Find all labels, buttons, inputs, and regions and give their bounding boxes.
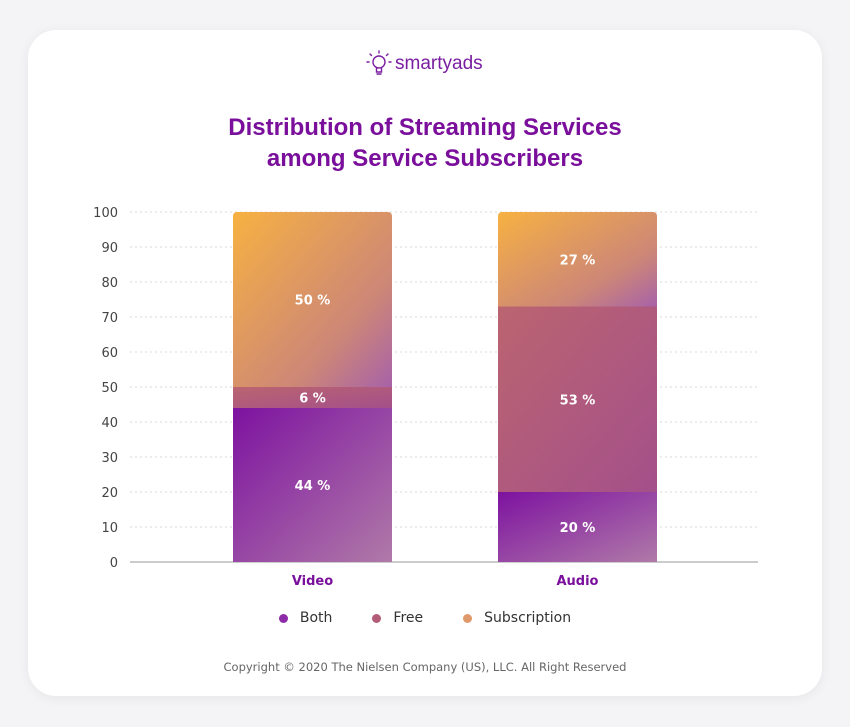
chart-title: Distribution of Streaming Services among… — [0, 112, 850, 174]
y-tick-label: 20 — [101, 486, 118, 501]
legend-item-both: Both — [278, 610, 333, 626]
legend-marker — [372, 613, 382, 623]
chart-card — [28, 30, 822, 696]
data-label: 20 % — [560, 521, 596, 536]
title-line-1: Distribution of Streaming Services — [228, 114, 622, 141]
bar-video-free — [233, 387, 392, 408]
y-tick-label: 90 — [101, 241, 118, 256]
legend-label: Subscription — [484, 610, 572, 626]
data-label: 6 % — [299, 392, 326, 407]
logo-text: smartyads — [395, 53, 483, 74]
legend-marker — [278, 613, 288, 623]
data-label: 44 % — [295, 479, 331, 494]
data-label: 50 % — [295, 294, 331, 309]
title-line-2: among Service Subscribers — [266, 145, 584, 172]
lightbulb-icon — [366, 50, 392, 75]
legend: Both Free Subscription — [0, 610, 850, 626]
legend-marker — [463, 613, 473, 623]
data-label: 27 % — [560, 253, 596, 268]
bar-audio-subscription — [498, 212, 657, 307]
x-tick-label: Video — [292, 574, 333, 589]
y-tick-label: 0 — [110, 556, 118, 571]
bar-video-subscription — [233, 212, 392, 387]
y-tick-label: 70 — [101, 311, 118, 326]
y-tick-label: 40 — [101, 416, 118, 431]
legend-label: Both — [299, 610, 333, 626]
bar-audio-free — [498, 306, 657, 492]
legend-label: Free — [393, 610, 424, 626]
y-tick-label: 60 — [101, 346, 118, 361]
data-label: 53 % — [560, 393, 596, 408]
bar-video-both — [233, 408, 392, 562]
bar-audio-both — [498, 492, 657, 562]
legend-item-free: Free — [372, 610, 423, 626]
y-tick-label: 100 — [93, 206, 118, 221]
y-tick-label: 30 — [101, 451, 118, 466]
legend-item-subscription: Subscription — [463, 610, 571, 626]
y-tick-label: 10 — [101, 521, 118, 536]
x-tick-label: Audio — [556, 574, 598, 589]
y-tick-label: 80 — [101, 276, 118, 291]
copyright: Copyright © 2020 The Nielsen Company (US… — [223, 660, 627, 674]
y-tick-label: 50 — [101, 381, 118, 396]
logo: smartyads — [366, 50, 483, 78]
